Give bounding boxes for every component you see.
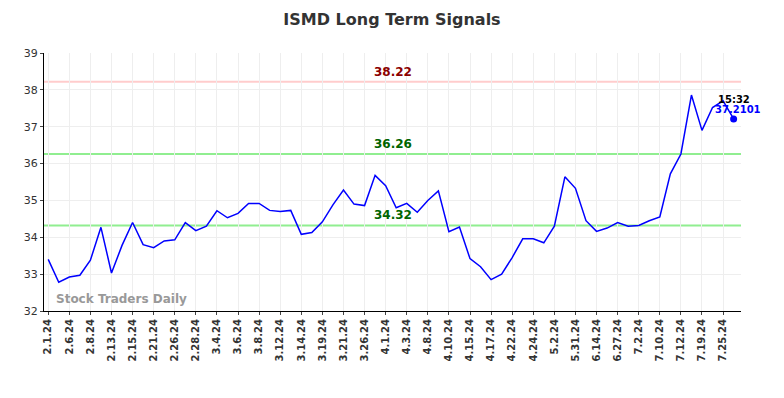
- svg-text:34.32: 34.32: [374, 208, 412, 222]
- svg-text:2.26.24: 2.26.24: [169, 319, 180, 361]
- svg-text:3.12.24: 3.12.24: [274, 319, 285, 361]
- svg-text:7.25.24: 7.25.24: [717, 319, 728, 361]
- svg-text:35: 35: [24, 194, 38, 207]
- svg-text:37.2101: 37.2101: [715, 104, 761, 115]
- svg-text:2.21.24: 2.21.24: [148, 319, 159, 361]
- svg-text:4.17.24: 4.17.24: [485, 319, 496, 361]
- svg-text:2.13.24: 2.13.24: [106, 319, 117, 361]
- svg-text:4.8.24: 4.8.24: [422, 319, 433, 354]
- svg-text:3.4.24: 3.4.24: [211, 319, 222, 354]
- svg-text:3.8.24: 3.8.24: [253, 319, 264, 354]
- svg-text:6.27.24: 6.27.24: [612, 319, 623, 361]
- svg-text:36: 36: [24, 157, 38, 170]
- svg-text:2.8.24: 2.8.24: [85, 319, 96, 354]
- svg-text:3.19.24: 3.19.24: [317, 319, 328, 361]
- svg-text:38.22: 38.22: [374, 65, 412, 79]
- svg-text:7.19.24: 7.19.24: [696, 319, 707, 361]
- svg-text:2.15.24: 2.15.24: [127, 319, 138, 361]
- svg-text:4.3.24: 4.3.24: [401, 319, 412, 354]
- svg-text:2.6.24: 2.6.24: [64, 319, 75, 354]
- svg-text:33: 33: [24, 268, 38, 281]
- svg-text:Stock Traders Daily: Stock Traders Daily: [56, 292, 187, 306]
- svg-text:3.21.24: 3.21.24: [338, 319, 349, 361]
- svg-text:37: 37: [24, 121, 38, 134]
- svg-text:2.1.24: 2.1.24: [42, 319, 53, 354]
- svg-text:7.10.24: 7.10.24: [654, 319, 665, 361]
- svg-text:15:32: 15:32: [718, 94, 750, 105]
- svg-text:5.2.24: 5.2.24: [549, 319, 560, 354]
- svg-text:6.14.24: 6.14.24: [591, 319, 602, 361]
- svg-text:4.10.24: 4.10.24: [443, 319, 454, 361]
- svg-text:7.12.24: 7.12.24: [675, 319, 686, 361]
- svg-text:3.14.24: 3.14.24: [296, 319, 307, 361]
- svg-text:4.15.24: 4.15.24: [464, 319, 475, 361]
- svg-text:34: 34: [24, 231, 38, 244]
- svg-text:ISMD Long Term Signals: ISMD Long Term Signals: [283, 10, 500, 29]
- svg-text:32: 32: [24, 305, 38, 318]
- svg-text:4.22.24: 4.22.24: [506, 319, 517, 361]
- svg-text:2.28.24: 2.28.24: [190, 319, 201, 361]
- svg-text:5.31.24: 5.31.24: [570, 319, 581, 361]
- svg-text:7.2.24: 7.2.24: [633, 319, 644, 354]
- svg-text:39: 39: [24, 47, 38, 60]
- svg-text:38: 38: [24, 84, 38, 97]
- svg-text:4.1.24: 4.1.24: [380, 319, 391, 354]
- svg-text:36.26: 36.26: [374, 137, 412, 151]
- svg-text:3.6.24: 3.6.24: [232, 319, 243, 354]
- svg-text:4.24.24: 4.24.24: [528, 319, 539, 361]
- svg-text:3.26.24: 3.26.24: [359, 319, 370, 361]
